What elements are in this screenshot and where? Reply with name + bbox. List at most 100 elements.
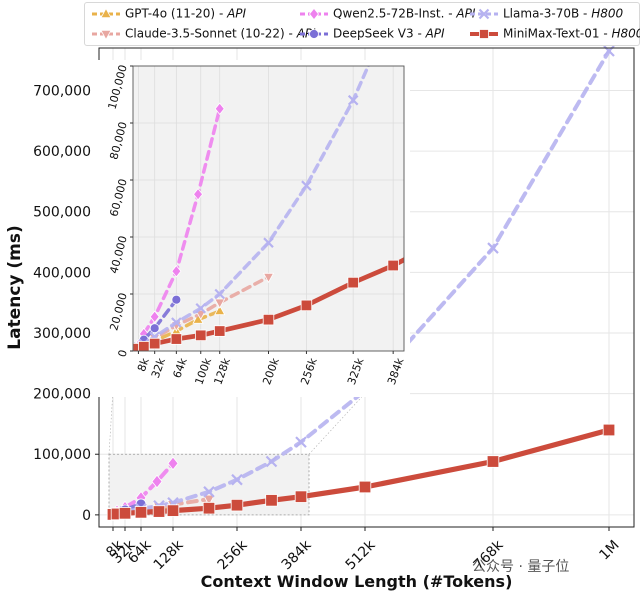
main-y-tick-label-2: 200,000 xyxy=(33,387,91,403)
main-x-tick-label-3: 128k xyxy=(151,537,188,574)
main-point-llama-3-70b-8 xyxy=(265,455,278,468)
inset-point-minimax-text-01-6 xyxy=(262,313,275,326)
main-point-llama-3-70b-9 xyxy=(295,436,307,448)
legend-swatch-graphic-gpt4o xyxy=(92,7,120,18)
inset-point-minimax-text-01-1 xyxy=(138,341,150,351)
inset-point-llama-3-70b-5 xyxy=(214,288,225,300)
main-point-minimax-text-01-9 xyxy=(294,490,308,503)
inset-point-minimax-text-01-8 xyxy=(347,276,359,289)
legend-suffix-deepseek: API xyxy=(425,26,445,41)
main-y-ticks: 0 100,000 200,000 300,000 400,000 500,000 600,… xyxy=(33,83,99,524)
legend-label-minimax: MiniMax-Text-01 xyxy=(503,26,600,41)
inset-point-qwen2-5-72b-inst-4 xyxy=(193,187,204,201)
inset-series-line-qwen2-5-72b-inst xyxy=(136,107,222,348)
inset-point-minimax-text-01-4 xyxy=(195,329,207,342)
main-y-tick-label-5: 500,000 xyxy=(33,205,91,221)
legend-item-gpt4o: GPT-4o (11-20) - API xyxy=(91,6,246,21)
inset-point-llama-3-70b-3 xyxy=(171,317,182,328)
legend-item-minimax: MiniMax-Text-01 - H800 xyxy=(469,26,640,41)
y-axis-label: Latency (ms) xyxy=(5,225,25,350)
inset-x-tick-label-0: 8k xyxy=(135,356,152,374)
inset-point-qwen2-5-72b-inst-5 xyxy=(214,102,225,116)
main-point-minimax-text-01-11 xyxy=(486,455,500,468)
main-point-claude-3-5-sonnet-10-22-6 xyxy=(202,494,216,506)
legend-swatch-graphic-claude xyxy=(92,29,120,40)
main-x-tick-label-8: 1M xyxy=(596,537,622,563)
inset-point-llama-3-70b-8 xyxy=(347,94,359,106)
legend-label-claude: Claude-3.5-Sonnet (10-22) xyxy=(125,26,285,41)
inset-point-llama-3-70b-6 xyxy=(263,237,274,248)
main-point-minimax-text-01-3 xyxy=(134,506,148,519)
legend-swatch-marker-qwen xyxy=(308,7,320,20)
inset-point-gpt-4o-11-20-5 xyxy=(214,304,226,316)
legend-swatch-deepseek xyxy=(299,28,329,40)
legend-swatch-marker-llama xyxy=(478,8,490,19)
inset-point-llama-3-70b-7 xyxy=(301,180,312,191)
legend-item-claude: Claude-3.5-Sonnet (10-22) - API xyxy=(91,26,316,41)
main-y-tick-label-3: 300,000 xyxy=(33,326,91,342)
inset-point-claude-3-5-sonnet-10-22-5 xyxy=(214,298,226,309)
legend-item-llama: Llama-3-70B - H800 xyxy=(469,6,623,21)
main-x-tick-label-6: 512k xyxy=(343,537,380,574)
legend-swatch-graphic-deepseek xyxy=(300,28,328,39)
inset-point-minimax-text-01-5 xyxy=(214,325,226,337)
main-x-tick-label-5: 384k xyxy=(279,537,316,574)
legend-swatch-marker-gpt4o xyxy=(100,7,112,18)
legend-swatch-claude xyxy=(91,28,121,40)
inset-point-minimax-text-01-9 xyxy=(387,259,399,272)
legend-swatch-graphic-qwen xyxy=(300,7,328,20)
watermark: 公众号 · 量子位 xyxy=(472,559,570,575)
legend-swatch-marker-claude xyxy=(100,29,112,40)
inset-point-claude-3-5-sonnet-10-22-6 xyxy=(262,272,275,284)
main-y-tick-label-0: 0 xyxy=(82,508,91,524)
main-markers-minimax-text-01 xyxy=(106,423,616,521)
main-point-llama-3-70b-6 xyxy=(203,486,215,498)
inset-point-qwen2-5-72b-inst-2 xyxy=(149,310,160,324)
legend-suffix-llama: H800 xyxy=(591,6,624,21)
main-point-minimax-text-01-8 xyxy=(265,494,278,507)
legend-swatch-marker-deepseek xyxy=(309,28,319,39)
legend-suffix-gpt4o: API xyxy=(227,6,247,21)
legend-label-deepseek: DeepSeek V3 xyxy=(333,26,414,41)
legend-item-deepseek: DeepSeek V3 - API xyxy=(299,26,445,41)
legend-item-qwen: Qwen2.5-72B-Inst. - API xyxy=(299,6,475,21)
inset-y-tick-label-0: 0 xyxy=(116,348,130,358)
inset-point-minimax-text-01-7 xyxy=(300,299,313,312)
main-point-llama-3-70b-7 xyxy=(231,473,243,486)
main-point-qwen2-5-72b-inst-4 xyxy=(151,474,163,489)
inset-point-minimax-text-01-2 xyxy=(148,337,161,350)
x-axis-label: Context Window Length (#Tokens) xyxy=(201,572,513,591)
legend-swatch-graphic-llama xyxy=(470,8,498,19)
main-y-tick-label-1: 100,000 xyxy=(33,447,91,463)
main-point-minimax-text-01-7 xyxy=(230,498,244,512)
main-point-minimax-text-01-2 xyxy=(118,507,132,520)
inset-markers-minimax-text-01 xyxy=(133,259,399,351)
main-point-minimax-text-01-5 xyxy=(166,504,180,517)
inset-point-llama-3-70b-4 xyxy=(195,302,207,314)
legend-label-llama: Llama-3-70B xyxy=(503,6,580,21)
legend-swatch-minimax xyxy=(469,28,499,40)
main-point-minimax-text-01-4 xyxy=(152,505,166,518)
main-y-tick-label-7: 700,000 xyxy=(33,83,91,99)
inset-point-deepseek-v3-2 xyxy=(149,323,160,334)
inset-point-deepseek-v3-3 xyxy=(171,294,182,305)
legend-label-gpt4o: GPT-4o (11-20) xyxy=(125,6,216,21)
main-point-qwen2-5-72b-inst-5 xyxy=(167,456,179,471)
legend-swatch-marker-minimax xyxy=(479,28,489,39)
legend-swatch-llama xyxy=(469,8,499,20)
chart-legend: GPT-4o (11-20) - API Claude-3.5-Sonnet (… xyxy=(84,2,640,46)
legend-label-qwen: Qwen2.5-72B-Inst. xyxy=(333,6,445,21)
main-point-llama-3-70b-11 xyxy=(487,242,499,254)
main-point-minimax-text-01-6 xyxy=(202,502,216,515)
legend-swatch-gpt4o xyxy=(91,7,121,20)
main-y-tick-label-6: 600,000 xyxy=(33,144,91,160)
main-point-minimax-text-01-12 xyxy=(602,423,616,437)
main-y-tick-label-4: 400,000 xyxy=(33,265,91,281)
inset-point-minimax-text-01-3 xyxy=(170,333,183,345)
legend-swatch-graphic-minimax xyxy=(470,28,498,39)
legend-suffix-qwen: API xyxy=(456,6,476,21)
main-x-tick-label-4: 256k xyxy=(215,537,252,574)
main-point-minimax-text-01-10 xyxy=(358,480,372,494)
